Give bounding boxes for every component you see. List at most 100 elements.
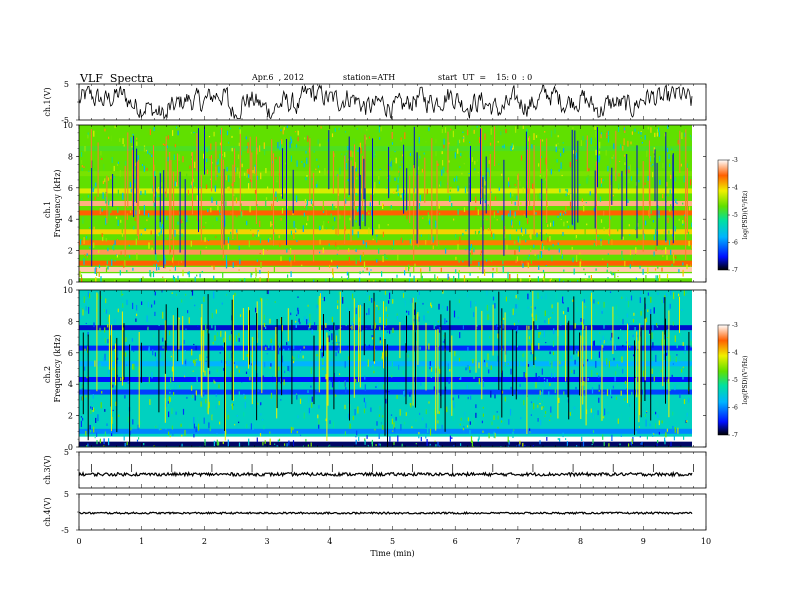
speckle (452, 130, 454, 138)
speckle (345, 198, 347, 204)
speckle (246, 354, 248, 357)
speckle (313, 151, 315, 153)
speckle (195, 345, 197, 351)
speckle (600, 134, 602, 139)
speckle (378, 414, 381, 417)
sferic-streak (529, 136, 531, 206)
speckle (259, 145, 261, 152)
speckle (306, 223, 308, 226)
sferic-streak (90, 129, 92, 168)
speckle (214, 401, 216, 404)
speckle (675, 323, 677, 326)
speckle (467, 396, 469, 400)
speckle (419, 155, 421, 159)
speckle (641, 142, 643, 144)
speckle (303, 212, 305, 217)
speckle (87, 134, 89, 139)
xtick-label: 6 (453, 537, 458, 546)
speckle (352, 293, 354, 300)
speckle (277, 142, 279, 149)
speckle (509, 274, 511, 281)
speckle (156, 263, 158, 271)
speckle (122, 303, 124, 308)
speckle (571, 369, 573, 374)
speckle (393, 240, 395, 246)
speckle (686, 420, 688, 423)
speckle (169, 397, 171, 402)
speckle (497, 355, 499, 362)
speckle (476, 159, 478, 162)
speckle (446, 363, 448, 365)
speckle (332, 342, 334, 344)
speckle (520, 417, 522, 420)
sferic-streak (358, 147, 360, 226)
ch1-spectrogram-band-4 (79, 240, 692, 246)
speckle (88, 418, 90, 422)
sferic-streak (211, 155, 212, 192)
speckle (112, 384, 114, 388)
speckle (384, 301, 386, 304)
speckle (592, 438, 594, 444)
speckle (389, 164, 391, 166)
speckle (173, 392, 175, 396)
sferic-streak (231, 299, 233, 401)
speckle (498, 187, 500, 191)
speckle (450, 186, 452, 189)
speckle (460, 376, 462, 380)
speckle (593, 414, 596, 419)
ch1-spectrogram-colorbar-tick-label: -5 (732, 212, 738, 219)
speckle (193, 434, 195, 438)
speckle (622, 344, 624, 348)
speckle (387, 177, 389, 179)
speckle (348, 195, 350, 197)
speckle (159, 186, 161, 190)
speckle (363, 261, 366, 269)
speckle (529, 431, 531, 433)
ch1-spectrogram-band-10 (79, 146, 692, 152)
sferic-streak (601, 344, 603, 421)
speckle (549, 419, 551, 421)
speckle (108, 136, 110, 139)
speckle (600, 180, 603, 187)
sferic-streak (178, 317, 180, 350)
speckle (225, 201, 227, 207)
speckle (490, 232, 493, 237)
speckle (681, 132, 683, 139)
speckle (610, 184, 612, 189)
speckle (559, 438, 561, 442)
speckle (126, 299, 128, 305)
speckle (244, 172, 246, 176)
speckle (216, 175, 218, 177)
speckle (502, 145, 504, 148)
speckle (667, 125, 669, 129)
speckle (574, 323, 576, 329)
speckle (534, 356, 536, 360)
speckle (667, 194, 669, 197)
speckle (599, 196, 602, 202)
speckle (607, 130, 609, 135)
speckle (514, 184, 516, 186)
speckle (371, 335, 373, 338)
speckle (361, 127, 363, 134)
speckle (426, 188, 428, 195)
speckle (116, 254, 118, 257)
speckle (366, 359, 369, 366)
speckle (220, 330, 222, 337)
speckle (602, 335, 604, 343)
speckle (328, 445, 330, 447)
speckle (520, 201, 522, 205)
speckle (281, 325, 283, 332)
speckle (299, 398, 302, 404)
speckle (365, 401, 367, 408)
speckle (359, 271, 361, 275)
speckle (429, 361, 431, 366)
speckle (150, 230, 152, 235)
speckle (225, 294, 228, 296)
speckle (105, 218, 107, 225)
speckle (428, 366, 430, 369)
speckle (104, 338, 106, 344)
speckle (104, 353, 106, 361)
speckle (194, 304, 196, 307)
speckle (596, 311, 598, 316)
speckle (396, 274, 398, 278)
